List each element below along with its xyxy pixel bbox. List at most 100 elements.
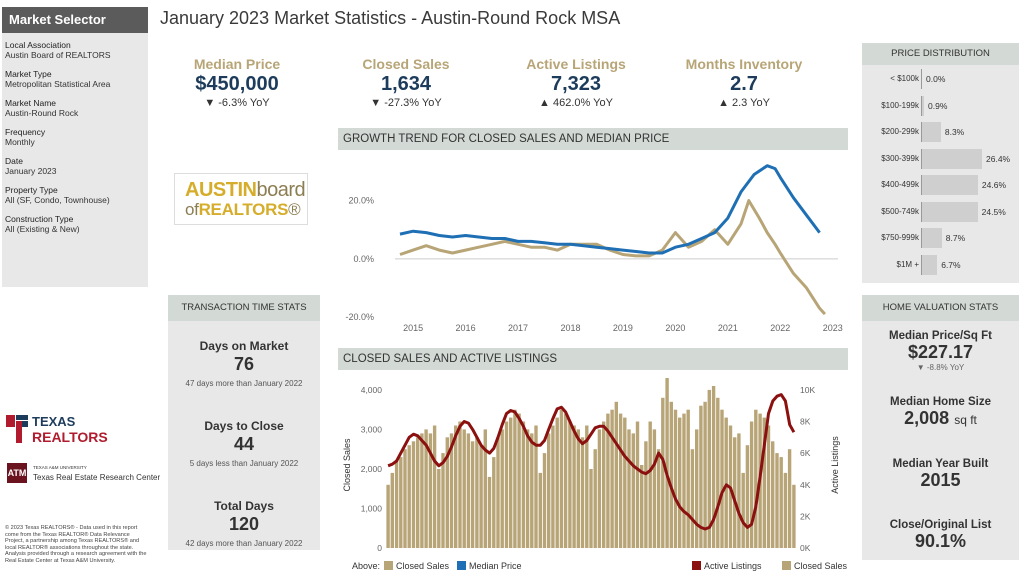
closed-sales-bar (547, 433, 551, 548)
x-tick-label: 2018 (560, 323, 580, 333)
closed-sales-bar (572, 425, 576, 548)
price-distribution-row: $750-999k 8.7% (862, 228, 1019, 248)
axis-line (921, 201, 922, 222)
price-distribution-bar (922, 254, 938, 275)
kpi-label: Active Listings (526, 56, 626, 72)
stat-label: Close/Original List (889, 519, 992, 531)
tamu-center-name: Texas Real Estate Research Center (33, 473, 161, 482)
sidebar-item: Property Type All (SF, Condo, Townhouse) (2, 185, 148, 205)
texas-realtors-logo: TEXAS REALTORS (6, 412, 126, 446)
closed-sales-bar (648, 421, 652, 548)
sidebar-item: Market Name Austin-Round Rock (2, 98, 148, 118)
y2-axis-label: Active Listings (830, 436, 840, 494)
closed-sales-bar (614, 401, 618, 548)
price-distribution-value: 6.7% (941, 259, 961, 270)
closed-sales-bar (394, 461, 399, 548)
closed-sales-bar (661, 397, 665, 548)
sidebar-item-value: Austin-Round Rock (5, 108, 79, 118)
sidebar-item-label: Market Type (5, 69, 52, 79)
closed-sales-bar (500, 429, 504, 548)
kpi-change: ▼ -27.3% YoY (370, 97, 442, 109)
legend-prefix: Above: (352, 561, 380, 571)
logo-text: ® (288, 200, 301, 219)
closed-sales-bar (585, 425, 589, 548)
closed-sales-bar (470, 441, 475, 548)
texas-realtors-logo-icon: TEXAS REALTORS (6, 414, 108, 445)
close-original-list-stat: Close/Original List 90.1% (862, 519, 1019, 552)
closed-sales-bar (432, 425, 437, 548)
closed-sales-bar (530, 433, 534, 548)
stat-label: Total Days (214, 499, 274, 513)
price-distribution-header: PRICE DISTRIBUTION (862, 43, 1019, 65)
closed-sales-bar (386, 484, 390, 548)
svg-text:REALTORS: REALTORS (32, 429, 108, 445)
kpi-closed-sales: Closed Sales 1,634 ▼ -27.3% YoY (331, 56, 481, 109)
y-tick-label: 2,000 (361, 464, 383, 474)
legend-label: Active Listings (704, 561, 762, 571)
sidebar-item-value: Monthly (5, 137, 35, 147)
price-range-label: $400-499k (881, 180, 919, 189)
axis-line (921, 175, 922, 195)
price-distribution-value: 8.3% (944, 127, 965, 137)
kpi-change: ▲ 462.0% YoY (539, 97, 613, 109)
closed-sales-bar (589, 469, 593, 548)
legend-swatch (384, 561, 393, 570)
tamu-logo: ATM TEXAS A&M UNIVERSITY Texas Real Esta… (7, 463, 160, 485)
closed-sales-bar (656, 449, 661, 548)
stat-value: $227.17 (907, 342, 974, 362)
legend-label: Closed Sales (396, 561, 450, 571)
y-axis-label: Closed Sales (342, 438, 352, 492)
legend-swatch (457, 561, 466, 570)
closed-sales-bar (707, 389, 711, 548)
legend-label: Median Price (469, 561, 522, 571)
stat-label: Days to Close (204, 419, 284, 433)
stat-note: 47 days more than January 2022 (185, 379, 303, 388)
closed-sales-bar (720, 409, 724, 548)
stat-label: Median Price/Sq Ft (889, 330, 992, 342)
tamu-atm-icon: ATM (7, 463, 27, 483)
active-listings-line (387, 393, 796, 531)
market-selector-title: Market Selector (2, 7, 148, 33)
axis-line (921, 95, 922, 116)
closed-sales-bar (762, 417, 766, 548)
closed-sales-bar (454, 425, 458, 548)
sidebar-item: Market Type Metropolitan Statistical Area (2, 69, 148, 89)
closed-sales-bar (754, 409, 758, 548)
axis-line (921, 228, 922, 248)
axis-line (921, 69, 922, 89)
price-distribution-row: < $100k 0.0% (862, 69, 1019, 89)
copyright-text: © 2023 Texas REALTORS® - Data used in th… (5, 525, 147, 564)
price-distribution-bar (922, 95, 925, 116)
price-range-label: $300-399k (881, 153, 919, 163)
closed-sales-bar (602, 421, 606, 548)
kpi-label: Months Inventory (685, 56, 803, 72)
x-tick-label: 2022 (770, 323, 790, 333)
closed-sales-bar (745, 445, 750, 548)
closed-sales-bar (703, 401, 707, 548)
closed-sales-bar (695, 429, 699, 548)
days-to-close-stat: Days to Close 44 5 days less than Januar… (168, 419, 320, 468)
closed-sales-bar (627, 429, 631, 548)
price-range-label: $100-199k (881, 100, 919, 110)
closed-sales-bar (521, 421, 526, 548)
logo-text: AUSTIN (185, 179, 257, 201)
stat-value: 2015 (920, 470, 961, 490)
closed-sales-bar (576, 429, 580, 548)
closed-sales-bar (509, 417, 513, 548)
sidebar-item-label: Property Type (5, 185, 58, 195)
price-distribution-value: 24.6% (981, 180, 1007, 190)
price-distribution-row: $300-399k 26.4% (862, 148, 1019, 169)
x-tick-label: 2015 (403, 323, 423, 333)
closed-sales-bar (504, 421, 509, 548)
kpi-value: $450,000 (195, 73, 279, 95)
svg-text:TEXAS: TEXAS (32, 414, 76, 429)
transaction-stats-header: TRANSACTION TIME STATS (168, 295, 320, 321)
sidebar-item: Date January 2023 (2, 156, 148, 176)
sidebar-item: Frequency Monthly (2, 127, 148, 147)
y-tick-label: 0.0% (353, 254, 374, 264)
sidebar-item: Local Association Austin Board of REALTOR… (2, 40, 148, 60)
price-distribution-value: 0.0% (926, 74, 946, 84)
price-distribution-bar (922, 201, 978, 222)
growth-chart-header: GROWTH TREND FOR CLOSED SALES AND MEDIAN… (338, 128, 848, 150)
closed-sales-bar (665, 378, 669, 548)
